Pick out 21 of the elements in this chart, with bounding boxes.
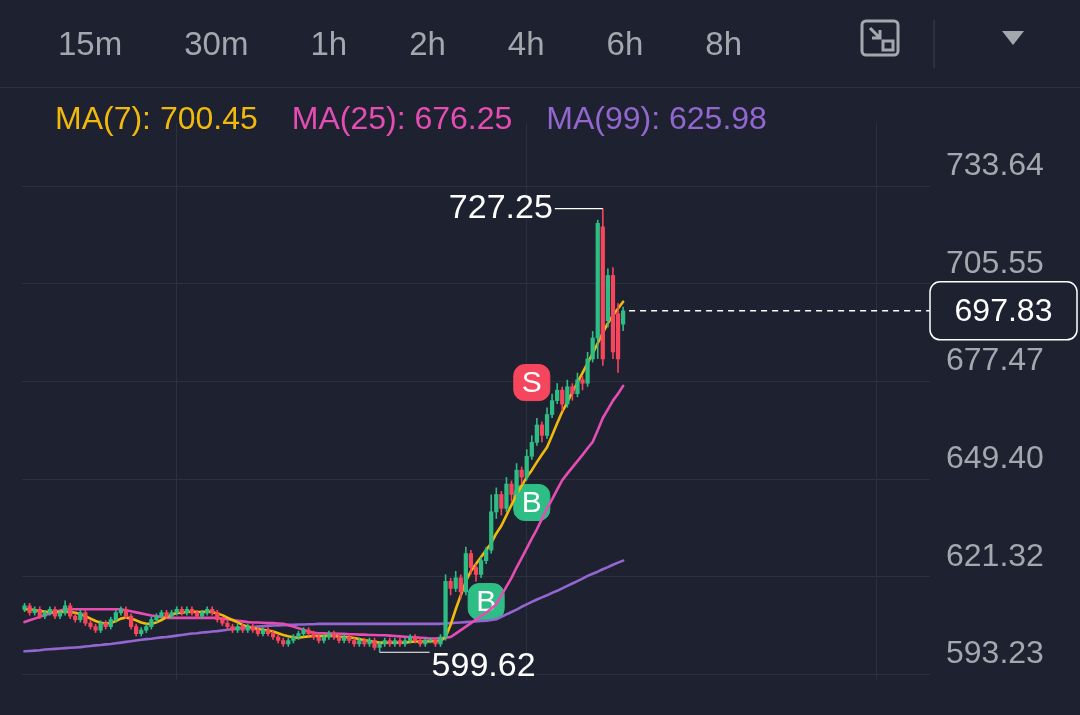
text: 30m: [184, 24, 249, 63]
annotation: 727.25: [448, 186, 553, 225]
y-tick-label: 593.23: [946, 634, 1044, 671]
y-tick-label: 649.40: [946, 439, 1044, 476]
text: 15m: [58, 24, 123, 63]
y-tick-label: 621.32: [946, 536, 1044, 573]
data-label: B: [521, 484, 542, 518]
annotation: 599.62: [431, 644, 536, 683]
text: 2h: [409, 24, 446, 63]
y-tick-label: 677.47: [946, 341, 1044, 378]
text: 6h: [606, 24, 644, 63]
text: MA(7): 700.45: [55, 100, 258, 137]
text: 4h: [507, 24, 545, 63]
text: 8h: [705, 24, 742, 63]
data-label: S: [521, 364, 542, 398]
ref-line-label: 697.83: [954, 291, 1053, 328]
text: 1h: [310, 24, 348, 63]
text: MA(25): 676.25: [291, 100, 513, 137]
text: MA(99): 625.98: [546, 100, 767, 137]
y-tick-label: 705.55: [946, 243, 1044, 280]
y-tick-label: 733.64: [946, 146, 1044, 183]
